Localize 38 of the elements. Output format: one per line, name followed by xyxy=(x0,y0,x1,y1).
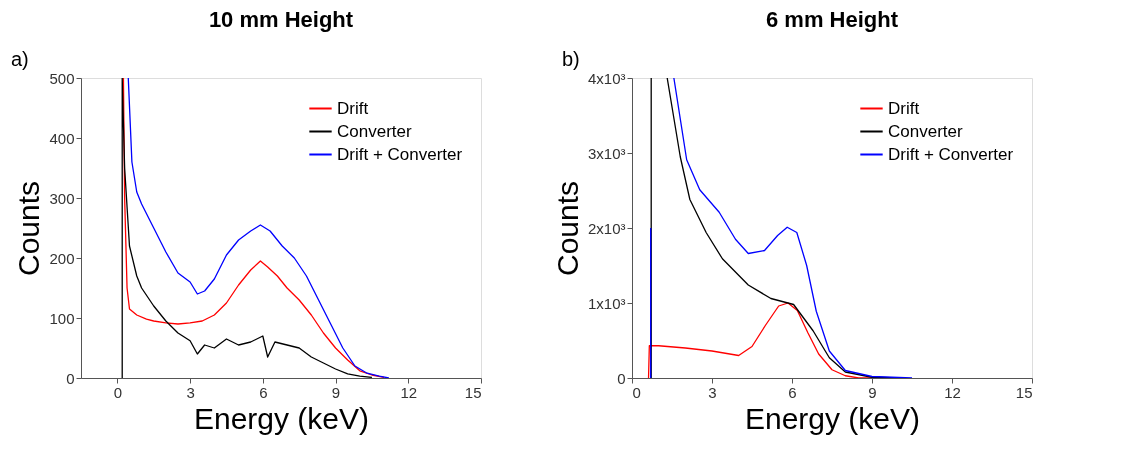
y-tick-label: 400 xyxy=(49,129,75,147)
y-tick-label: 500 xyxy=(49,69,75,87)
x-tick-label: 3 xyxy=(708,383,717,401)
y-tick-label: 300 xyxy=(49,189,75,207)
y-tick-label: 0 xyxy=(617,369,626,387)
x-tick-label: 12 xyxy=(400,383,418,401)
x-tick-label: 6 xyxy=(259,383,268,401)
x-tick-label: 9 xyxy=(331,383,341,401)
x-tick-label: 3 xyxy=(186,383,195,401)
legend-label: Converter xyxy=(337,121,412,141)
x-tick-label: 6 xyxy=(788,383,797,401)
x-tick-label: 15 xyxy=(464,383,482,401)
x-tick-label: 12 xyxy=(944,383,961,401)
text: a) xyxy=(11,48,29,70)
x-axis-title: Energy (keV) xyxy=(193,401,370,435)
x-tick-label: 15 xyxy=(1015,383,1033,401)
y-axis-title: Counts xyxy=(550,180,584,277)
y-tick-label: 3x10³ xyxy=(587,144,626,162)
legend-label: Drift xyxy=(337,98,369,118)
x-axis-title: Energy (keV) xyxy=(744,401,921,435)
y-tick-label: 200 xyxy=(49,249,75,267)
legend-label: Converter xyxy=(888,121,963,141)
chart-title: 6 mm Height xyxy=(765,7,899,32)
legend-label: Drift + Converter xyxy=(888,144,1014,164)
y-tick-label: 100 xyxy=(49,309,75,327)
x-tick-label: 0 xyxy=(113,383,123,401)
y-tick-label: 2x10³ xyxy=(587,219,626,237)
legend-label: Drift xyxy=(888,98,920,118)
y-tick-label: 4x10³ xyxy=(587,69,626,87)
text: b) xyxy=(562,48,580,70)
legend-label: Drift + Converter xyxy=(337,144,463,164)
y-axis-title: Counts xyxy=(12,180,46,277)
chart-title: 10 mm Height xyxy=(208,7,354,32)
x-tick-label: 9 xyxy=(868,383,877,401)
x-tick-label: 0 xyxy=(632,383,641,401)
y-tick-label: 0 xyxy=(66,369,75,387)
y-tick-label: 1x10³ xyxy=(587,294,626,312)
line-series xyxy=(647,302,873,378)
